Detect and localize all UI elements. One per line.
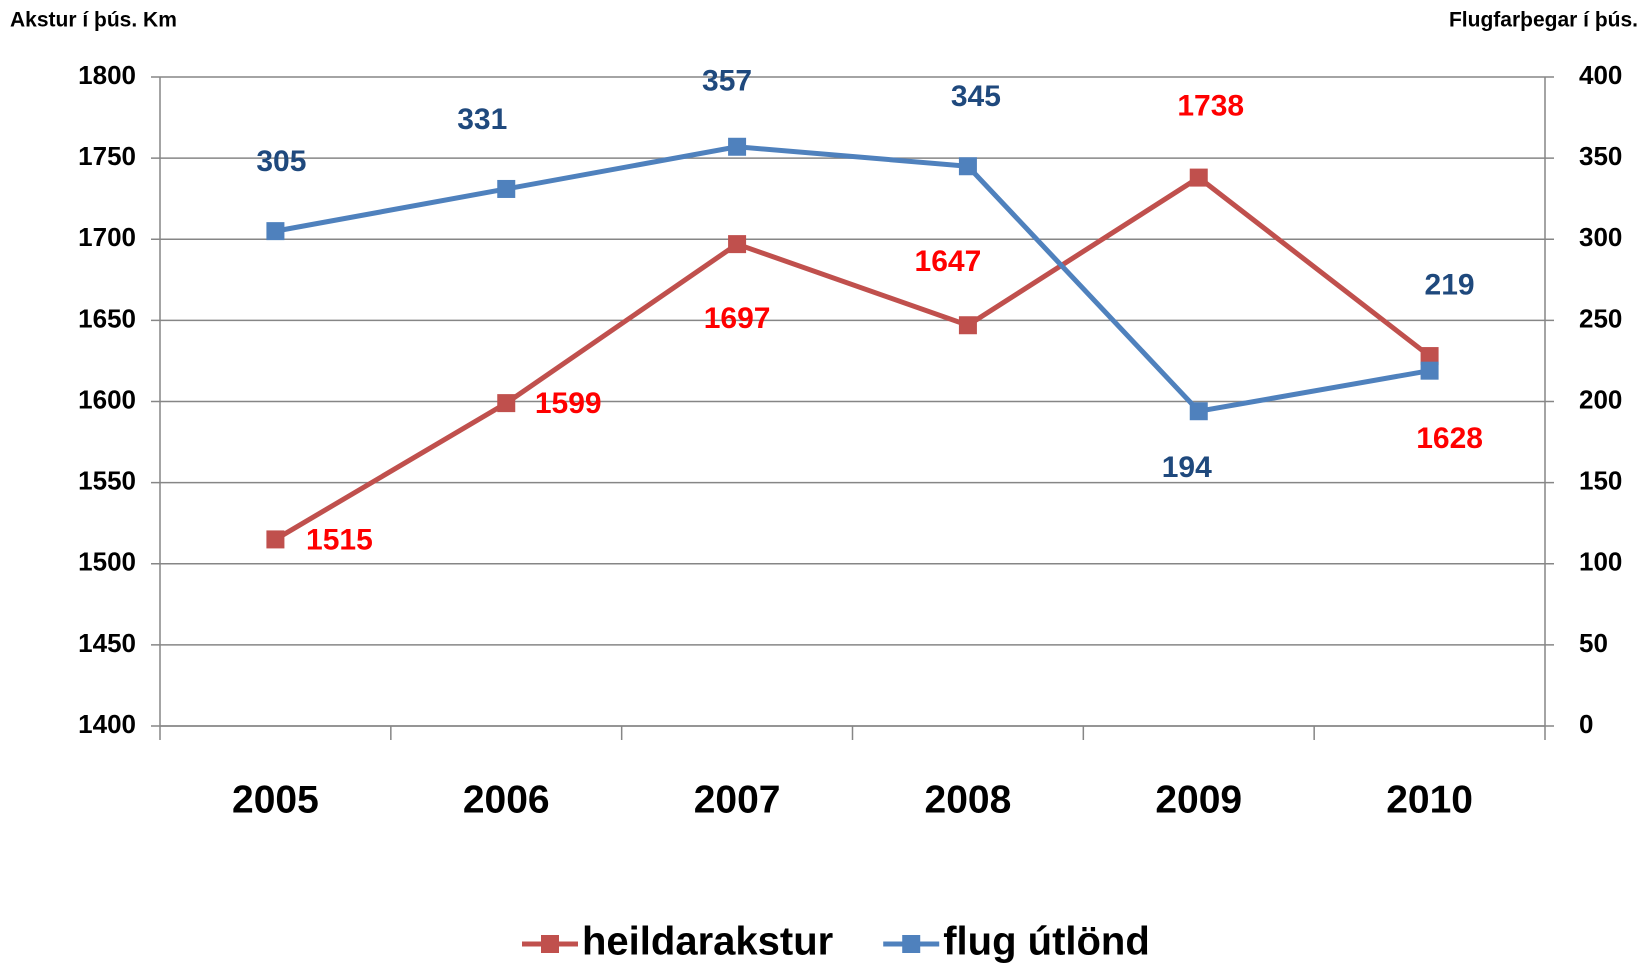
y-tick-label: 1600 — [78, 384, 136, 414]
marker — [728, 137, 747, 156]
data-label: 1647 — [915, 245, 982, 278]
y2-tick-label: 400 — [1579, 60, 1622, 90]
y-axis-title: Akstur í þús. Km — [10, 9, 177, 32]
y-tick-label: 1400 — [78, 709, 136, 739]
data-label: 345 — [951, 80, 1001, 113]
marker — [266, 530, 285, 549]
x-tick-label: 2007 — [694, 778, 781, 821]
legend-label: flug útlönd — [943, 920, 1150, 964]
marker — [266, 222, 285, 241]
data-label: 1628 — [1416, 422, 1483, 455]
x-tick-label: 2008 — [925, 778, 1012, 821]
x-tick-label: 2005 — [232, 778, 319, 821]
data-label: 219 — [1425, 269, 1475, 302]
marker — [497, 179, 516, 198]
y2-tick-label: 50 — [1579, 628, 1608, 658]
y-tick-label: 1700 — [78, 222, 136, 252]
y-tick-label: 1650 — [78, 303, 136, 333]
data-label: 1599 — [535, 387, 602, 420]
legend-label: heildarakstur — [582, 920, 833, 964]
data-label: 1697 — [704, 302, 771, 335]
data-label: 305 — [256, 145, 306, 178]
data-label: 1738 — [1177, 90, 1244, 123]
marker — [1189, 402, 1208, 421]
y-tick-label: 1550 — [78, 466, 136, 496]
x-tick-label: 2010 — [1386, 778, 1473, 821]
y2-axis-title: Flugfarþegar í þús. — [1449, 9, 1638, 32]
marker — [497, 394, 516, 413]
y2-tick-label: 300 — [1579, 222, 1622, 252]
y-tick-label: 1750 — [78, 141, 136, 171]
y-tick-label: 1450 — [78, 628, 136, 658]
y2-tick-label: 250 — [1579, 303, 1622, 333]
data-label: 1515 — [306, 523, 373, 556]
marker — [1420, 361, 1439, 380]
data-label: 194 — [1162, 451, 1212, 484]
marker — [1420, 347, 1439, 366]
data-label: 331 — [457, 103, 507, 136]
marker — [958, 157, 977, 176]
series-line — [274, 144, 1431, 414]
y-tick-label: 1800 — [78, 60, 136, 90]
y2-tick-label: 0 — [1579, 709, 1593, 739]
marker — [958, 316, 977, 335]
marker — [1189, 168, 1208, 187]
legend-marker — [541, 935, 559, 953]
y2-tick-label: 200 — [1579, 384, 1622, 414]
y2-tick-label: 350 — [1579, 141, 1622, 171]
x-tick-label: 2009 — [1155, 778, 1242, 821]
y2-tick-label: 100 — [1579, 547, 1622, 577]
legend-marker — [902, 935, 921, 953]
x-tick-label: 2006 — [463, 778, 550, 821]
marker — [728, 235, 747, 254]
series-line — [274, 174, 1432, 542]
y2-tick-label: 150 — [1579, 466, 1622, 496]
data-label: 357 — [702, 65, 752, 98]
y-tick-label: 1500 — [78, 547, 136, 577]
